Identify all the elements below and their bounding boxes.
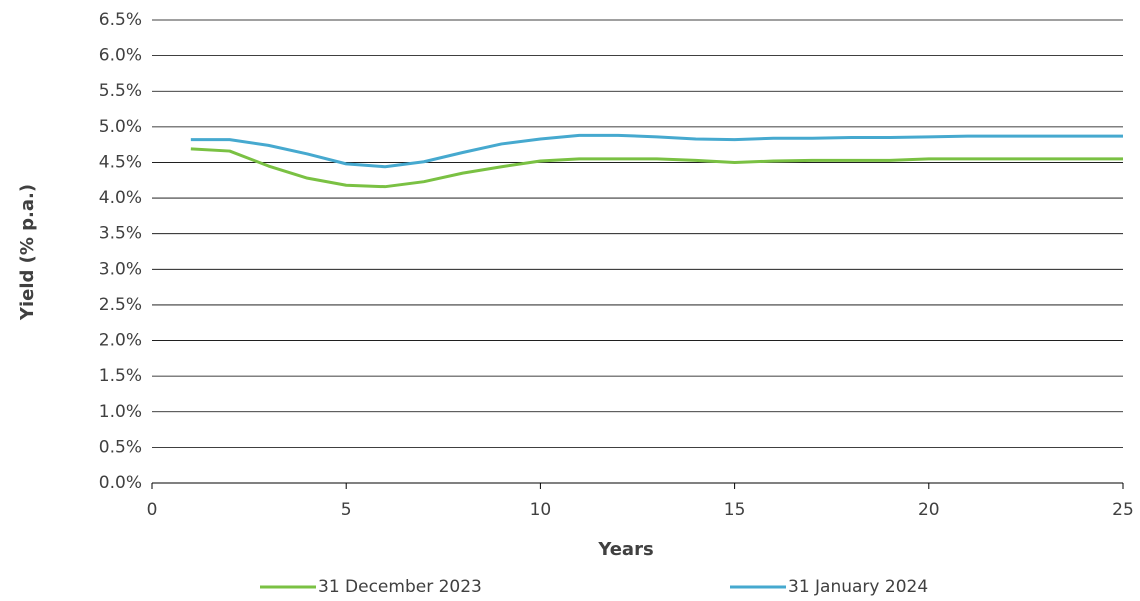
legend-label: 31 December 2023 — [318, 577, 482, 597]
series-line — [190, 147, 1123, 189]
y-tick-label: 4.5% — [99, 152, 142, 172]
x-tick-label: 15 — [724, 500, 746, 520]
y-tick-label: 2.0% — [99, 331, 142, 351]
x-tick-label: 25 — [1112, 500, 1134, 520]
y-tick-label: 0.5% — [99, 437, 142, 457]
y-tick-label: 5.5% — [99, 81, 142, 101]
y-tick-label: 6.5% — [99, 10, 142, 30]
y-tick-label: 0.0% — [99, 473, 142, 493]
y-tick-label: 6.0% — [99, 46, 142, 66]
x-tick-label: 10 — [530, 500, 552, 520]
x-tick-label: 5 — [341, 500, 352, 520]
y-tick-label: 1.0% — [99, 402, 142, 422]
x-axis-title: Years — [597, 539, 653, 560]
y-tick-label: 4.0% — [99, 188, 142, 208]
y-tick-label: 3.5% — [99, 224, 142, 244]
series-line — [190, 133, 1123, 169]
y-axis-title: Yield (% p.a.) — [17, 184, 38, 321]
x-tick-label: 20 — [918, 500, 940, 520]
legend-label: 31 January 2024 — [788, 577, 928, 597]
x-tick-label: 0 — [147, 500, 158, 520]
y-tick-label: 3.0% — [99, 259, 142, 279]
y-tick-label: 1.5% — [99, 366, 142, 386]
y-tick-label: 5.0% — [99, 117, 142, 137]
y-tick-label: 2.5% — [99, 295, 142, 315]
